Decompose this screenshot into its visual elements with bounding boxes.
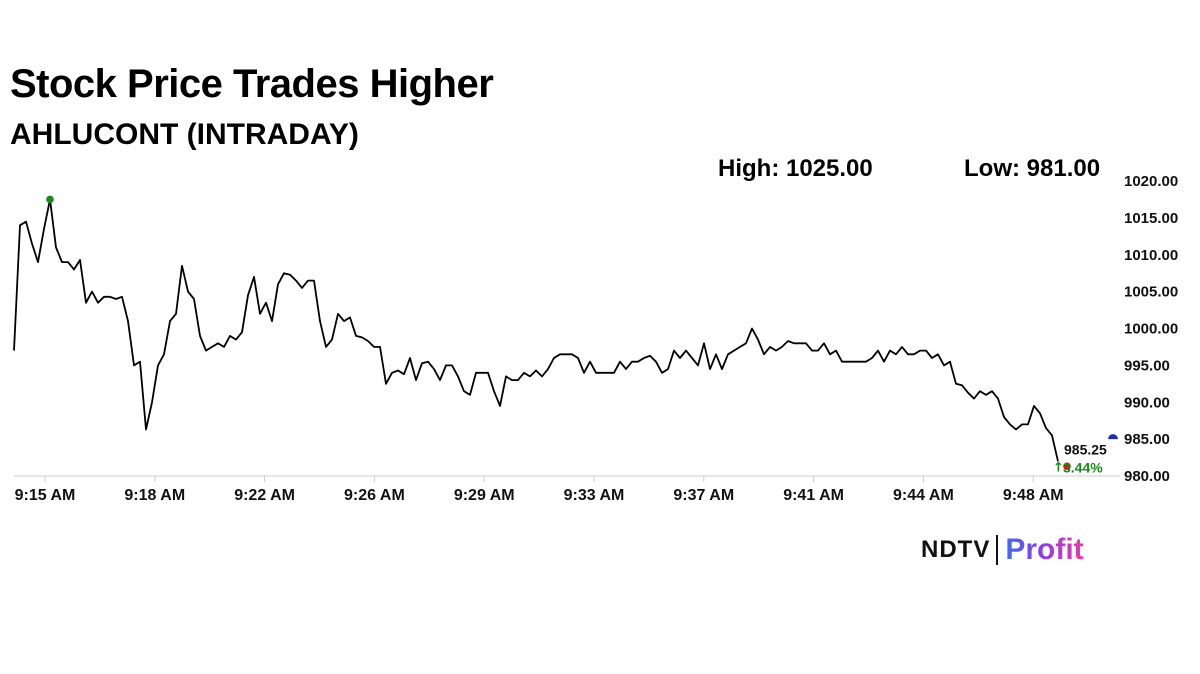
y-tick-label: 1000.00 — [1124, 321, 1178, 338]
ndtv-profit-logo: NDTV Profit — [921, 532, 1084, 568]
x-tick-label: 9:48 AM — [1003, 487, 1064, 504]
y-tick-label: 980.00 — [1124, 468, 1170, 485]
y-axis: 1020.00 1015.00 1010.00 1005.00 1000.00 995.0… — [1124, 173, 1178, 485]
ndtv-logo-text: NDTV — [921, 536, 991, 563]
x-tick-label: 9:37 AM — [673, 487, 734, 504]
chart-title: Stock Price Trades Higher — [10, 62, 494, 106]
x-axis: 9:15 AM 9:18 AM 9:22 AM 9:26 AM 9:29 AM 9:33 … — [15, 476, 1064, 504]
y-tick-label: 1020.00 — [1124, 173, 1178, 190]
up-arrow-icon: ↑ — [1053, 460, 1064, 475]
x-tick-label: 9:15 AM — [15, 487, 76, 504]
chart-subtitle: AHLUCONT (INTRADAY) — [10, 118, 359, 151]
high-price-label: High: 1025.00 — [718, 155, 873, 182]
end-marker-icon — [1108, 434, 1118, 440]
y-tick-label: 995.00 — [1124, 357, 1170, 374]
profit-logo-text: Profit — [1005, 533, 1084, 566]
x-tick-label: 9:29 AM — [454, 487, 515, 504]
x-tick-label: 9:41 AM — [783, 487, 844, 504]
y-tick-label: 1005.00 — [1124, 284, 1178, 301]
x-tick-label: 9:33 AM — [564, 487, 625, 504]
y-tick-label: 1010.00 — [1124, 247, 1178, 264]
last-price-label: 985.25 — [1064, 441, 1107, 457]
y-tick-label: 990.00 — [1124, 394, 1170, 411]
y-tick-label: 985.00 — [1124, 431, 1170, 448]
x-tick-label: 9:26 AM — [344, 487, 405, 504]
high-point-marker — [46, 195, 54, 204]
logo-divider — [996, 535, 999, 565]
y-tick-label: 1015.00 — [1124, 210, 1178, 227]
change-percent-label: 3.44% — [1063, 459, 1103, 475]
x-tick-label: 9:44 AM — [893, 487, 954, 504]
last-price-marker — [1063, 462, 1071, 471]
x-tick-label: 9:18 AM — [124, 487, 185, 504]
low-price-label: Low: 981.00 — [964, 155, 1101, 182]
price-line — [13, 198, 1059, 462]
x-tick-label: 9:22 AM — [234, 487, 295, 504]
